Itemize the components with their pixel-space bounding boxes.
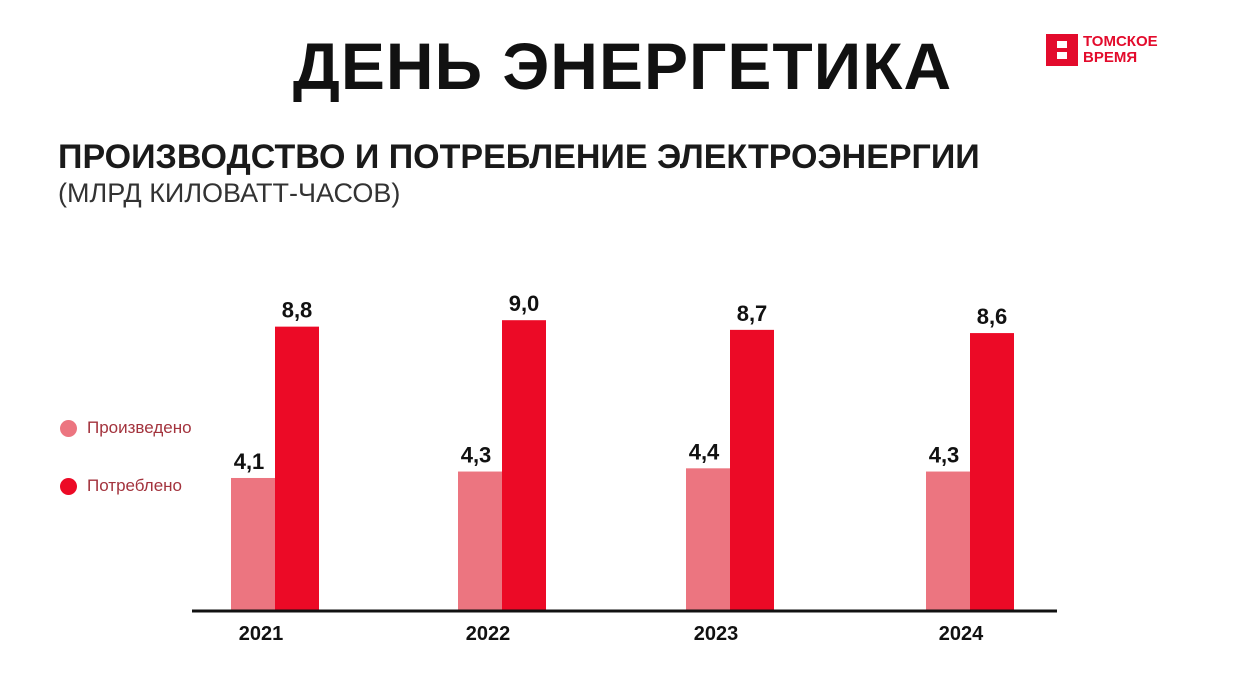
data-label: 4,3 [461, 443, 492, 468]
legend-item-produced: Произведено [60, 418, 192, 438]
legend-dot [60, 477, 77, 495]
data-label: 9,0 [509, 291, 540, 316]
data-label: 8,6 [977, 304, 1008, 329]
x-tick-label: 2021 [239, 623, 284, 645]
logo-icon [1046, 34, 1078, 66]
legend-label: Произведено [87, 418, 192, 437]
logo-line1: ТОМСКОЕ [1083, 33, 1158, 50]
bar-produced-2021 [231, 477, 275, 610]
bar-consumed-2024 [970, 333, 1014, 610]
bar-consumed-2022 [502, 320, 546, 610]
page-title: ДЕНЬ ЭНЕРГЕТИКА [292, 29, 953, 103]
bar-consumed-2021 [275, 326, 319, 610]
bar-produced-2022 [458, 471, 502, 610]
x-tick-label: 2022 [466, 623, 511, 645]
data-label: 4,3 [929, 443, 960, 468]
logo: ТОМСКОЕ ВРЕМЯ [1046, 34, 1158, 66]
chart-subtitle: (МЛРД КИЛОВАТТ-ЧАСОВ) [58, 178, 401, 208]
data-label: 8,7 [737, 301, 768, 326]
data-label: 4,1 [234, 449, 265, 474]
legend-item-consumed: Потреблено [60, 476, 182, 496]
bar-produced-2023 [686, 468, 730, 610]
x-tick-label: 2024 [939, 623, 984, 645]
legend-dot [60, 419, 77, 437]
bar-produced-2024 [926, 471, 970, 610]
chart-title: ПРОИЗВОДСТВО И ПОТРЕБЛЕНИЕ ЭЛЕКТРОЭНЕРГИ… [58, 138, 980, 176]
legend-label: Потреблено [87, 476, 182, 495]
data-label: 8,8 [282, 298, 313, 323]
x-tick-label: 2023 [694, 623, 739, 645]
logo-line2: ВРЕМЯ [1083, 49, 1138, 66]
data-label: 4,4 [689, 439, 720, 464]
bar-consumed-2023 [730, 329, 774, 610]
